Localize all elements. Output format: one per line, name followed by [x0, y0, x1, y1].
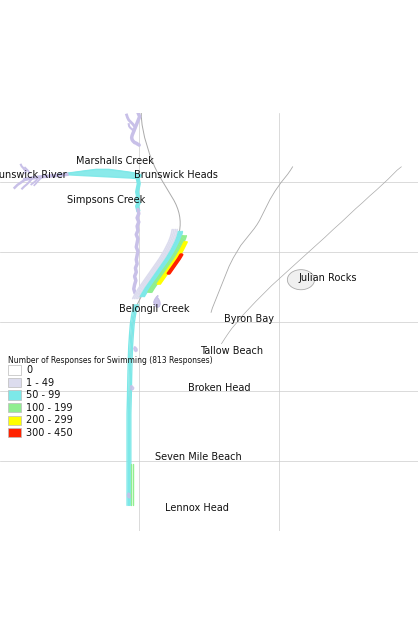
Text: 200 - 299: 200 - 299 [26, 415, 73, 425]
Polygon shape [127, 493, 131, 498]
Text: Simpsons Creek: Simpsons Creek [67, 195, 146, 205]
Text: 1 - 49: 1 - 49 [26, 377, 54, 388]
Text: 50 - 99: 50 - 99 [26, 390, 60, 400]
Bar [8, 428, 21, 437]
Bar [8, 365, 21, 375]
Bar [8, 415, 21, 425]
Text: Brunswick Heads: Brunswick Heads [134, 170, 217, 180]
Bar [8, 403, 21, 412]
Text: Belongil Creek: Belongil Creek [120, 304, 190, 314]
Polygon shape [134, 347, 137, 352]
Bar [8, 378, 21, 387]
Polygon shape [130, 385, 134, 390]
Text: Seven Mile Beach: Seven Mile Beach [155, 452, 242, 462]
Text: Julian Rocks: Julian Rocks [299, 273, 357, 283]
Text: Byron Bay: Byron Bay [224, 314, 274, 324]
Polygon shape [154, 296, 160, 307]
Bar [8, 390, 21, 400]
Text: 0: 0 [26, 365, 32, 375]
Text: 100 - 199: 100 - 199 [26, 403, 72, 413]
Text: Brunswick River: Brunswick River [0, 170, 66, 180]
Ellipse shape [288, 269, 314, 290]
Text: Lennox Head: Lennox Head [165, 503, 228, 512]
Text: Broken Head: Broken Head [188, 383, 251, 394]
Text: 300 - 450: 300 - 450 [26, 428, 73, 438]
Text: Number of Responses for Swimming (813 Responses): Number of Responses for Swimming (813 Re… [8, 356, 213, 365]
Polygon shape [59, 169, 141, 179]
Text: Marshalls Creek: Marshalls Creek [76, 156, 154, 165]
Text: Tallow Beach: Tallow Beach [200, 346, 264, 356]
